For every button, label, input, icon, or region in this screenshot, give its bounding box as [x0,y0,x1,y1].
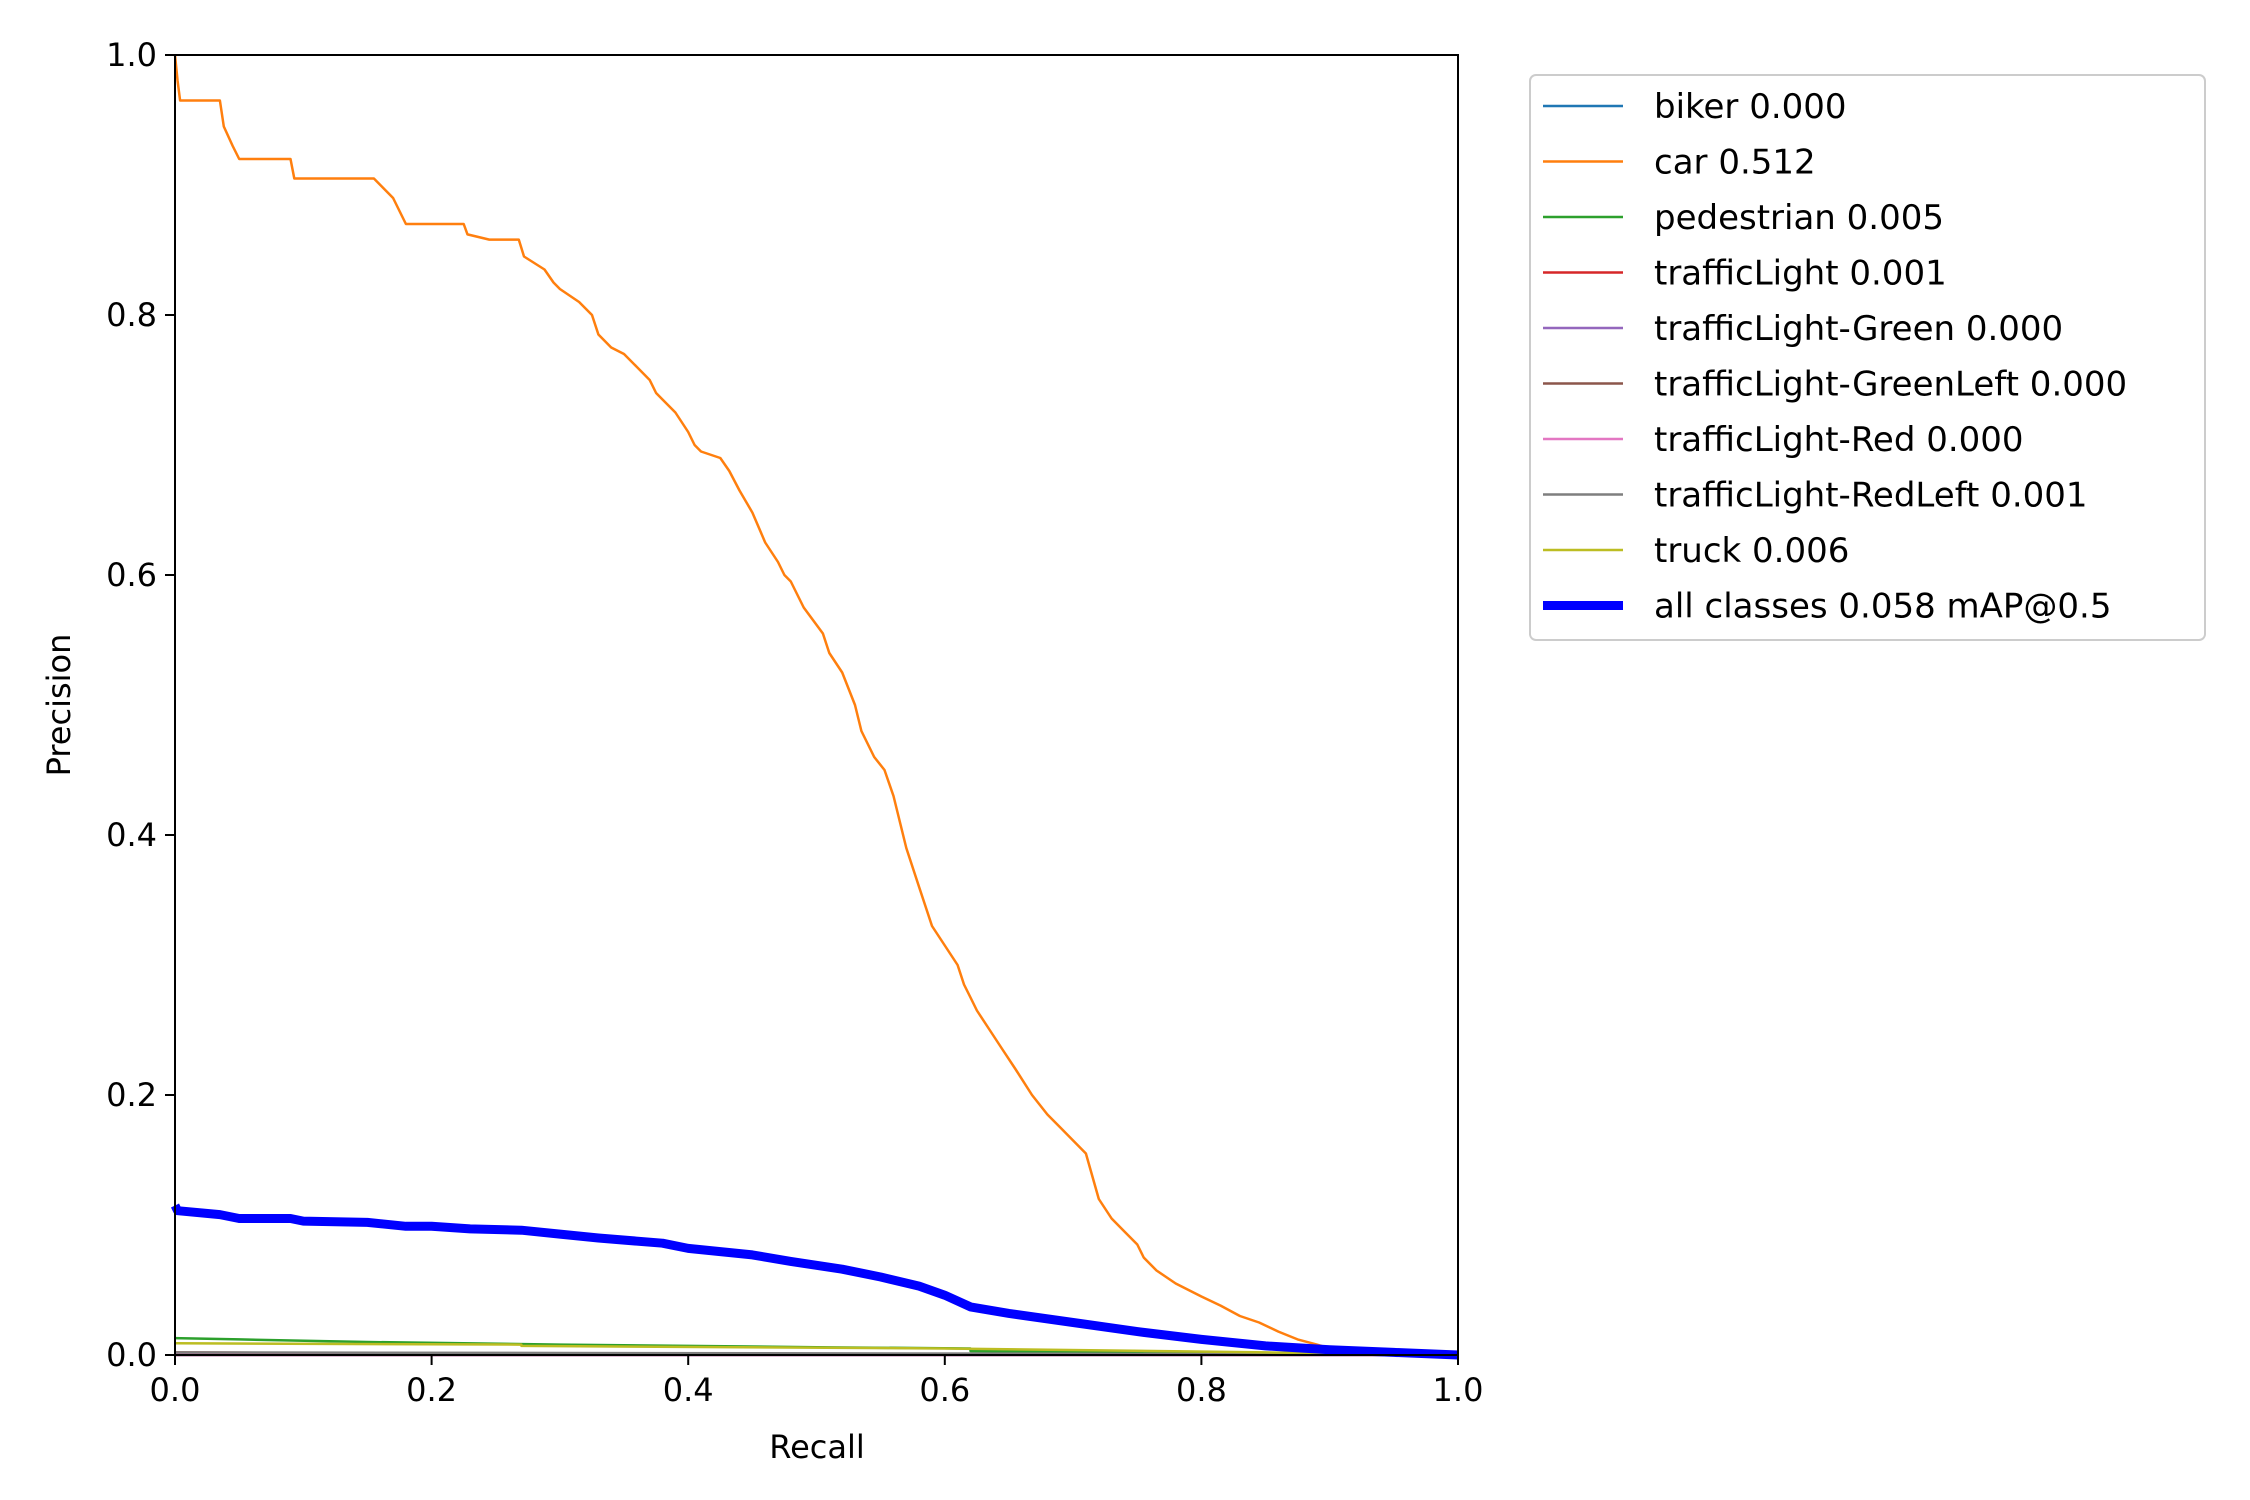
legend-label-4: trafficLight-Green 0.000 [1654,309,2063,349]
y-axis-label: Precision [40,634,78,777]
y-tick-label: 0.6 [106,556,157,594]
x-axis: 0.0 0.2 0.4 0.6 0.8 1.0 [150,1355,1484,1409]
legend: biker 0.000 car 0.512 pedestrian 0.005 traf… [1529,74,2206,641]
x-tick-label: 0.8 [1176,1371,1227,1409]
y-axis: 0.0 0.2 0.4 0.6 0.8 1.0 [106,36,175,1374]
legend-label-2: pedestrian 0.005 [1654,198,1944,238]
y-tick-label: 0.2 [106,1076,157,1114]
plot-frame [174,54,1459,1356]
y-tick-label: 0.0 [106,1336,157,1374]
legend-label-8: truck 0.006 [1654,531,1849,571]
legend-label-7: trafficLight-RedLeft 0.001 [1654,476,2088,516]
legend-label-0: biker 0.000 [1654,87,1847,127]
y-tick-label: 0.4 [106,816,157,854]
legend-label-9: all classes 0.058 mAP@0.5 [1654,587,2111,627]
x-axis-label: Recall [769,1428,864,1466]
series-line-8 [174,1342,1459,1357]
series-line-9 [170,1203,1459,1360]
legend-label-1: car 0.512 [1654,143,1816,183]
legend-label-5: trafficLight-GreenLeft 0.000 [1654,365,2127,405]
series-layer [170,54,1459,1360]
legend-label-6: trafficLight-Red 0.000 [1654,420,2024,460]
x-tick-label: 0.4 [663,1371,714,1409]
legend-items: biker 0.000 car 0.512 pedestrian 0.005 traf… [1543,87,2127,627]
series-line-1 [173,54,1459,1357]
x-tick-label: 0.0 [150,1371,201,1409]
y-tick-label: 1.0 [106,36,157,74]
x-tick-label: 1.0 [1433,1371,1484,1409]
legend-label-3: trafficLight 0.001 [1654,254,1947,294]
legend-frame [1529,74,2206,641]
x-tick-label: 0.2 [406,1371,457,1409]
y-tick-label: 0.8 [106,296,157,334]
x-tick-label: 0.6 [919,1371,970,1409]
